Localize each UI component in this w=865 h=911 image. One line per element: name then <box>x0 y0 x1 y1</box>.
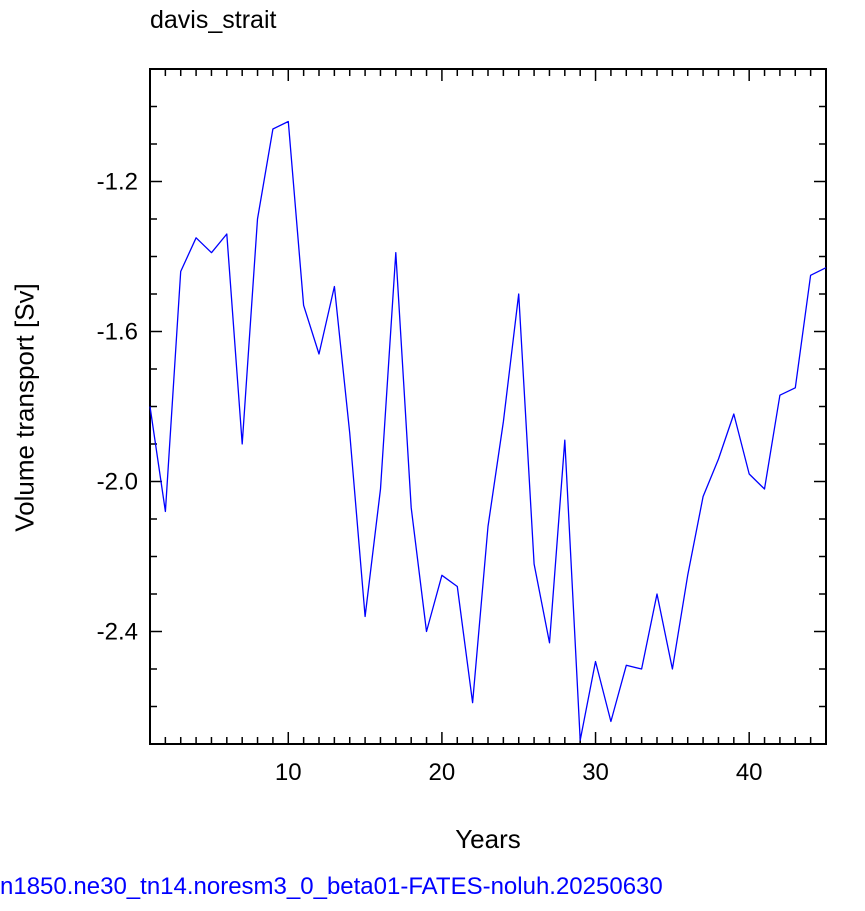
plot-frame <box>149 68 827 745</box>
x-axis-label: Years <box>455 824 521 854</box>
caption: n1850.ne30_tn14.noresm3_0_beta01-FATES-n… <box>0 873 663 900</box>
x-tick-label: 20 <box>429 759 456 786</box>
x-tick-label: 40 <box>736 759 763 786</box>
x-tick-label: 10 <box>275 759 302 786</box>
y-tick-label: -2.4 <box>97 619 138 646</box>
chart-title: davis_strait <box>150 6 277 34</box>
y-tick-label: -1.2 <box>97 169 138 196</box>
y-tick-label: -1.6 <box>97 319 138 346</box>
x-tick-label: 30 <box>582 759 609 786</box>
y-tick-label: -2.0 <box>97 469 138 496</box>
series-line <box>149 120 827 741</box>
